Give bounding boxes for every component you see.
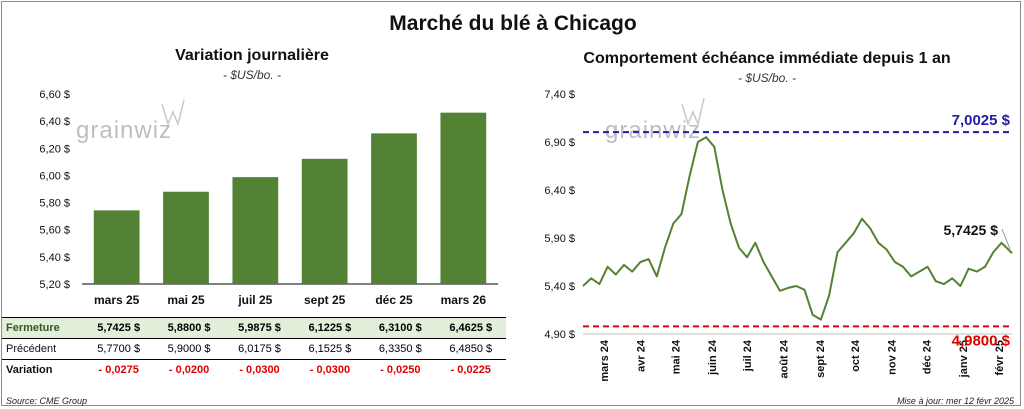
- bar-chart: 5,20 $ 5,40 $ 5,60 $ 5,80 $ 6,00 $ 6,20 $ 6,40…: [39, 89, 498, 307]
- table-cell: 6,1525 $: [294, 338, 366, 360]
- line-xtick-label: avr 24: [635, 339, 647, 372]
- last-value-label: 5,7425 $: [944, 222, 999, 238]
- low-value-label: 4,9800 $: [952, 332, 1011, 349]
- bar-ytick-label: 5,40 $: [39, 252, 70, 264]
- line-xtick-label: mai 24: [671, 339, 683, 374]
- row-label: Fermeture: [2, 317, 84, 339]
- row-label: Variation: [6, 364, 53, 376]
- last-value-leader: [1001, 228, 1011, 250]
- line-chart: 4,90 $ 5,40 $ 5,90 $ 6,40 $ 6,90 $ 7,40 $ mar…: [544, 89, 1013, 382]
- table-cell: 6,4625 $: [435, 317, 506, 339]
- table-cell: - 0,0300: [239, 364, 280, 376]
- line-ytick-label: 6,90 $: [544, 137, 575, 149]
- left-chart-title: Variation journalière: [175, 47, 329, 64]
- price-series-line: [582, 136, 1013, 321]
- line-xtick-label: févr 25: [994, 340, 1006, 375]
- right-chart-subtitle: - $US/bo. -: [737, 71, 797, 85]
- bar-ytick-label: 5,20 $: [39, 279, 70, 291]
- table-cell: - 0,0250: [380, 364, 421, 376]
- bar-xtick-label: juil 25: [237, 293, 272, 307]
- table-cell: 6,4850 $: [435, 338, 506, 360]
- price-table: Fermeture 5,7425 $5,8800 $5,9875 $6,1225 …: [2, 317, 506, 380]
- row-label: Précédent: [2, 338, 84, 360]
- table-cell: 5,9000 $: [153, 338, 225, 360]
- bar-ytick-label: 6,20 $: [39, 143, 70, 155]
- table-row: Fermeture 5,7425 $5,8800 $5,9875 $6,1225 …: [2, 317, 506, 339]
- table-cell: 6,3350 $: [365, 338, 436, 360]
- bar: [301, 158, 348, 284]
- line-xtick-label: mars 24: [599, 339, 611, 381]
- table-cell: 5,7700 $: [83, 338, 154, 360]
- bar-watermark-text: grainwiz: [76, 117, 172, 144]
- table-cell: 6,0175 $: [224, 338, 295, 360]
- bar: [232, 177, 279, 284]
- line-watermark: grainwiz: [605, 97, 705, 144]
- line-ytick-label: 5,90 $: [544, 233, 575, 245]
- right-chart-title: Comportement échéance immédiate depuis 1…: [583, 50, 951, 67]
- line-xtick-label: août 24: [778, 339, 790, 378]
- high-value-label: 7,0025 $: [952, 112, 1011, 129]
- bar: [371, 133, 417, 284]
- table-cell: 5,8800 $: [153, 317, 225, 339]
- line-xtick-label: nov 24: [886, 339, 898, 375]
- main-title: Marché du blé à Chicago: [389, 12, 637, 35]
- bar-ytick-label: 5,80 $: [39, 198, 70, 210]
- bar-watermark: grainwiz: [76, 99, 185, 144]
- bar-xtick-label: mai 25: [167, 293, 205, 307]
- table-cell: 6,1225 $: [294, 317, 366, 339]
- bar-ytick-label: 6,40 $: [39, 116, 70, 128]
- line-ytick-label: 7,40 $: [544, 89, 575, 101]
- source-note: Source: CME Group: [6, 396, 88, 406]
- line-ytick-label: 5,40 $: [544, 281, 575, 293]
- table-cell: 5,9875 $: [224, 317, 295, 339]
- line-xtick-label: janv 25: [958, 340, 970, 378]
- line-xtick-label: sept 24: [815, 339, 827, 378]
- bar-xtick-label: mars 26: [441, 293, 487, 307]
- bar: [93, 210, 140, 284]
- line-xtick-label: juil 24: [742, 339, 754, 372]
- bar: [440, 112, 487, 285]
- bar-xtick-label: sept 25: [304, 293, 346, 307]
- watermark-logo-icon: [681, 97, 705, 127]
- bar-xtick-label: déc 25: [375, 293, 413, 307]
- bar-ytick-label: 5,60 $: [39, 225, 70, 237]
- line-ytick-label: 6,40 $: [544, 185, 575, 197]
- table-cell: - 0,0275: [98, 364, 139, 376]
- table-cell: 6,3100 $: [365, 317, 436, 339]
- bar: [163, 191, 209, 284]
- table-cell: 5,7425 $: [83, 317, 154, 339]
- line-ytick-label: 4,90 $: [544, 329, 575, 341]
- bar-xtick-label: mars 25: [94, 293, 140, 307]
- left-chart-subtitle: - $US/bo. -: [222, 68, 282, 82]
- line-xtick-label: juin 24: [707, 339, 719, 376]
- table-row: Variation - 0,0275 - 0,0200 - 0,0300 - 0,030…: [2, 360, 506, 381]
- table-cell: - 0,0225: [450, 364, 491, 376]
- watermark-logo-icon: [161, 99, 185, 127]
- line-xtick-label: oct 24: [850, 339, 862, 372]
- table-cell: - 0,0200: [168, 364, 210, 376]
- line-xtick-label: déc 24: [921, 339, 933, 374]
- table-cell: - 0,0300: [309, 364, 351, 376]
- table-row: Précédent 5,7700 $5,9000 $6,0175 $6,1525 …: [2, 338, 506, 360]
- bar-ytick-label: 6,60 $: [39, 89, 70, 101]
- bar-ytick-label: 6,00 $: [39, 170, 70, 182]
- update-note: Mise à jour: mer 12 févr 2025: [896, 396, 1014, 406]
- line-watermark-text: grainwiz: [605, 117, 701, 144]
